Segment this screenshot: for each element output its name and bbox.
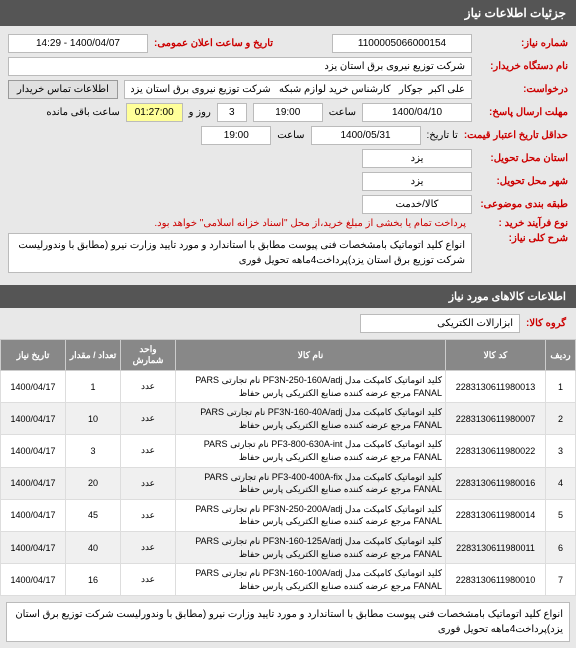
footer-desc-wrap: انواع کلید اتوماتیک بامشخصات فنی پیوست م… — [0, 596, 576, 648]
cell-qty: 1 — [66, 371, 121, 403]
cell-code: 2283130611980007 — [446, 403, 546, 435]
cell-date: 1400/04/17 — [1, 403, 66, 435]
cell-code: 2283130611980016 — [446, 467, 546, 499]
cell-n: 4 — [546, 467, 576, 499]
cell-unit: عدد — [121, 499, 176, 531]
city-input[interactable] — [362, 172, 472, 191]
validity-label: حداقل تاریخ اعتبار قیمت: — [464, 130, 568, 141]
cell-qty: 16 — [66, 564, 121, 596]
cell-unit: عدد — [121, 403, 176, 435]
cell-n: 7 — [546, 564, 576, 596]
cell-unit: عدد — [121, 564, 176, 596]
cell-qty: 10 — [66, 403, 121, 435]
table-row: 32283130611980022کلید اتوماتیک کامپکت مد… — [1, 435, 576, 467]
th-qty: تعداد / مقدار — [66, 340, 121, 371]
contact-button[interactable]: اطلاعات تماس خریدار — [8, 80, 118, 99]
cell-name: کلید اتوماتیک کامپکت مدل PF3N-160-100A/a… — [176, 564, 446, 596]
cell-n: 5 — [546, 499, 576, 531]
cell-code: 2283130611980022 — [446, 435, 546, 467]
items-header: اطلاعات کالاهای مورد نیاز — [0, 285, 576, 308]
cell-n: 2 — [546, 403, 576, 435]
cell-date: 1400/04/17 — [1, 435, 66, 467]
items-table-wrap: ردیف کد کالا نام کالا واحد شمارش تعداد /… — [0, 339, 576, 596]
th-date: تاریخ نیاز — [1, 340, 66, 371]
cell-unit: عدد — [121, 371, 176, 403]
cell-date: 1400/04/17 — [1, 564, 66, 596]
cell-date: 1400/04/17 — [1, 531, 66, 563]
cell-qty: 20 — [66, 467, 121, 499]
budget-input[interactable] — [362, 195, 472, 214]
items-table: ردیف کد کالا نام کالا واحد شمارش تعداد /… — [0, 339, 576, 596]
cell-code: 2283130611980010 — [446, 564, 546, 596]
table-row: 72283130611980010کلید اتوماتیک کامپکت مد… — [1, 564, 576, 596]
requester-label: درخواست: — [478, 84, 568, 95]
table-row: 22283130611980007کلید اتوماتیک کامپکت مد… — [1, 403, 576, 435]
announce-label: تاریخ و ساعت اعلان عمومی: — [154, 38, 273, 49]
validity-time-input[interactable] — [201, 126, 271, 145]
process-note: پرداخت تمام یا بخشی از مبلغ خرید،از محل … — [154, 218, 466, 229]
cell-code: 2283130611980013 — [446, 371, 546, 403]
cell-unit: عدد — [121, 435, 176, 467]
cell-code: 2283130611980014 — [446, 499, 546, 531]
th-row: ردیف — [546, 340, 576, 371]
th-code: کد کالا — [446, 340, 546, 371]
group-label: گروه کالا: — [526, 318, 566, 329]
saat-label-2: ساعت — [277, 130, 304, 141]
cell-name: کلید اتوماتیک کامپکت مدل PF3-800-630A-in… — [176, 435, 446, 467]
buyer-org-label: نام دستگاه خریدار: — [478, 61, 568, 72]
city-label: شهر محل تحویل: — [478, 176, 568, 187]
days-input[interactable] — [217, 103, 247, 122]
cell-unit: عدد — [121, 467, 176, 499]
process-label: نوع فرآیند خرید : — [478, 218, 568, 229]
rooz-label: روز و — [189, 107, 211, 118]
deadline-date-input[interactable] — [362, 103, 472, 122]
footer-desc: انواع کلید اتوماتیک بامشخصات فنی پیوست م… — [6, 602, 570, 642]
need-num-input[interactable] — [332, 34, 472, 53]
deadline-time-input[interactable] — [253, 103, 323, 122]
validity-date-input[interactable] — [311, 126, 421, 145]
cell-qty: 45 — [66, 499, 121, 531]
cell-n: 1 — [546, 371, 576, 403]
cell-code: 2283130611980011 — [446, 531, 546, 563]
table-row: 12283130611980013کلید اتوماتیک کامپکت مد… — [1, 371, 576, 403]
budget-label: طبقه بندی موضوعی: — [478, 199, 568, 210]
desc-text: انواع کلید اتوماتیک بامشخصات فنی پیوست م… — [8, 233, 472, 273]
cell-date: 1400/04/17 — [1, 467, 66, 499]
table-row: 42283130611980016کلید اتوماتیک کامپکت مد… — [1, 467, 576, 499]
remain-label: ساعت باقی مانده — [46, 107, 119, 118]
table-row: 52283130611980014کلید اتوماتیک کامپکت مد… — [1, 499, 576, 531]
cell-name: کلید اتوماتیک کامپکت مدل PF3N-250-200A/a… — [176, 499, 446, 531]
cell-qty: 3 — [66, 435, 121, 467]
announce-input[interactable] — [8, 34, 148, 53]
buyer-org-input[interactable] — [8, 57, 472, 76]
need-num-label: شماره نیاز: — [478, 38, 568, 49]
ta-label: تا تاریخ: — [427, 130, 458, 141]
cell-unit: عدد — [121, 531, 176, 563]
cell-name: کلید اتوماتیک کامپکت مدل PF3N-160-125A/a… — [176, 531, 446, 563]
cell-name: کلید اتوماتیک کامپکت مدل PF3N-160-40A/ad… — [176, 403, 446, 435]
requester-input[interactable] — [124, 80, 472, 99]
cell-n: 3 — [546, 435, 576, 467]
main-header: جزئیات اطلاعات نیاز — [0, 0, 576, 26]
cell-date: 1400/04/17 — [1, 371, 66, 403]
cell-n: 6 — [546, 531, 576, 563]
saat-label-1: ساعت — [329, 107, 356, 118]
cell-date: 1400/04/17 — [1, 499, 66, 531]
remaining-time: 01:27:00 — [126, 103, 183, 122]
form-area: شماره نیاز: تاریخ و ساعت اعلان عمومی: نا… — [0, 26, 576, 285]
desc-label: شرح کلی نیاز: — [478, 233, 568, 244]
cell-qty: 40 — [66, 531, 121, 563]
delivery-loc-label: استان محل تحویل: — [478, 153, 568, 164]
delivery-loc-input[interactable] — [362, 149, 472, 168]
deadline-label: مهلت ارسال پاسخ: — [478, 107, 568, 118]
th-unit: واحد شمارش — [121, 340, 176, 371]
cell-name: کلید اتوماتیک کامپکت مدل PF3-400-400A-fi… — [176, 467, 446, 499]
table-row: 62283130611980011کلید اتوماتیک کامپکت مد… — [1, 531, 576, 563]
group-input[interactable] — [360, 314, 520, 333]
cell-name: کلید اتوماتیک کامپکت مدل PF3N-250-160A/a… — [176, 371, 446, 403]
th-name: نام کالا — [176, 340, 446, 371]
